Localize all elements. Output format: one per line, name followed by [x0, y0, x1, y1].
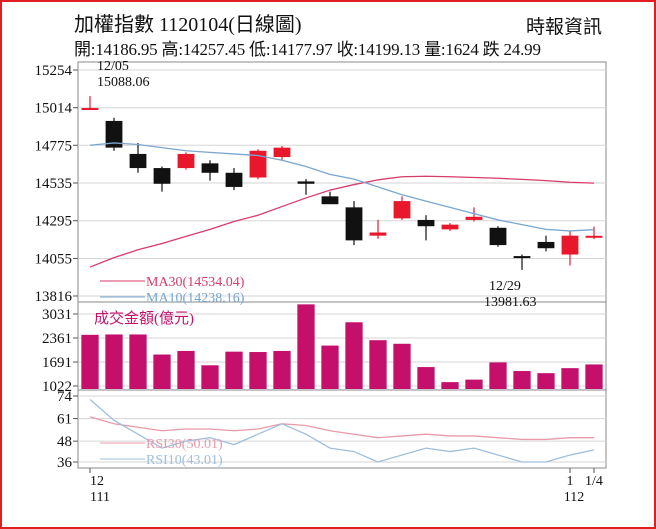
candle-body	[201, 163, 219, 173]
candle-body	[345, 207, 363, 241]
ma30-legend-label: MA30(14534.04)	[146, 275, 245, 290]
candle-body	[225, 172, 243, 187]
rsi-y-tick-label: 48	[57, 434, 72, 450]
chart-title: 加權指數 1120104(日線圖)	[74, 14, 302, 36]
low-annotation-value: 13981.63	[484, 295, 537, 310]
volume-bar	[393, 343, 411, 389]
low-annotation-date: 12/29	[489, 279, 521, 294]
volume-bar	[537, 373, 555, 389]
candle-body	[513, 256, 531, 259]
volume-y-tick-label: 3031	[42, 307, 72, 323]
volume-bar	[585, 364, 603, 389]
price-y-tick-label: 14775	[35, 138, 73, 154]
candle-body	[417, 219, 435, 227]
volume-y-tick-label: 1691	[42, 355, 72, 371]
price-y-tick-label: 14055	[35, 251, 73, 267]
volume-bar	[105, 334, 123, 389]
candle-body	[561, 235, 579, 255]
x-tick-year-label: 111	[90, 490, 110, 505]
rsi-panel-border	[77, 389, 607, 469]
volume-bar	[177, 350, 195, 389]
candle-body	[177, 153, 195, 169]
volume-bar	[561, 368, 579, 389]
volume-bar	[81, 334, 99, 389]
candle-body	[465, 216, 483, 220]
price-y-tick-label: 14295	[35, 214, 73, 230]
rsi-y-tick-label: 61	[57, 412, 72, 428]
volume-bar	[297, 304, 315, 389]
rsi30-legend-label: RSI30(50.01)	[146, 437, 223, 452]
candle-body	[393, 201, 411, 219]
volume-bar	[417, 367, 435, 389]
volume-bar	[345, 322, 363, 389]
candle-body	[249, 150, 267, 178]
volume-bar	[153, 354, 171, 389]
candle-body	[489, 227, 507, 246]
ma30-line	[89, 175, 595, 268]
volume-bar	[489, 362, 507, 389]
ma10-line	[89, 142, 595, 232]
high-annotation-value: 15088.06	[97, 75, 150, 90]
rsi10-legend-label: RSI10(43.01)	[146, 453, 223, 468]
candle-body	[297, 181, 315, 184]
source-label: 時報資訊	[526, 17, 603, 38]
candle-body	[537, 241, 555, 249]
price-y-tick-label: 13816	[35, 289, 73, 305]
volume-y-tick-label: 1022	[42, 379, 72, 395]
x-tick-year-label: 112	[564, 490, 584, 505]
rsi10-line	[89, 398, 595, 463]
rsi30-line	[89, 416, 594, 441]
x-tick-label: 1/4	[585, 474, 603, 489]
candle-body	[369, 232, 387, 236]
volume-y-tick-label: 2361	[42, 331, 72, 347]
price-y-tick-label: 15014	[35, 101, 73, 117]
volume-bar	[369, 340, 387, 389]
rsi-y-tick-label: 74	[57, 389, 73, 405]
candle-body	[153, 168, 171, 184]
volume-bar	[201, 365, 219, 389]
ma10-legend-label: MA10(14238.16)	[146, 291, 245, 306]
volume-bar	[273, 350, 291, 389]
x-tick-label: 12	[90, 474, 104, 489]
volume-bar	[513, 371, 531, 389]
rsi-y-tick-label: 36	[57, 455, 73, 471]
volume-bar	[465, 379, 483, 389]
candle-body	[273, 147, 291, 158]
volume-bar	[249, 352, 267, 389]
ohlc-summary: 開:14186.95 高:14257.45 低:14177.97 收:14199…	[74, 40, 541, 59]
volume-bar	[129, 334, 147, 389]
candle-body	[129, 153, 147, 169]
candle-body	[81, 108, 99, 111]
candle-body	[585, 235, 603, 238]
candle-body	[441, 224, 459, 230]
candle-body	[105, 120, 123, 148]
high-annotation-date: 12/05	[97, 59, 129, 74]
volume-bar	[225, 351, 243, 389]
volume-bar	[321, 345, 339, 389]
volume-bar	[441, 382, 459, 389]
volume-title: 成交金額(億元)	[94, 309, 194, 327]
candle-body	[321, 196, 339, 205]
price-y-tick-label: 15254	[35, 63, 73, 79]
price-y-tick-label: 14535	[35, 176, 73, 192]
x-tick-label: 1	[567, 474, 574, 489]
